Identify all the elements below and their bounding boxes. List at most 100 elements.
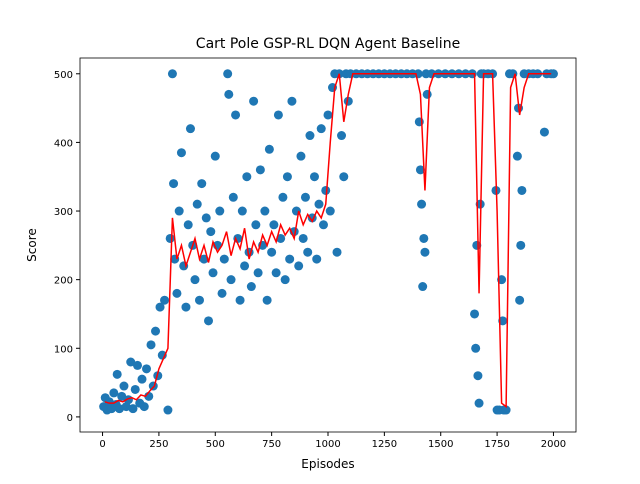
x-tick-label: 0 xyxy=(99,439,105,450)
scatter-point xyxy=(269,220,279,230)
scatter-point xyxy=(471,343,481,353)
scatter-point xyxy=(303,247,313,257)
scatter-point xyxy=(235,295,245,305)
scatter-point xyxy=(226,275,236,285)
scatter-point xyxy=(472,240,482,250)
scatter-point xyxy=(246,282,256,292)
scatter-point xyxy=(126,357,136,367)
scatter-point xyxy=(223,69,233,79)
scatter-point xyxy=(119,381,129,391)
scatter-point xyxy=(192,199,202,209)
x-tick-label: 250 xyxy=(149,439,168,450)
x-tick-label: 750 xyxy=(262,439,281,450)
scatter-point xyxy=(151,326,161,336)
scatter-point xyxy=(337,131,347,141)
scatter-point xyxy=(418,282,428,292)
scatter-point xyxy=(305,131,315,141)
scatter-point xyxy=(217,288,227,298)
scatter-point xyxy=(282,172,292,182)
chart-title: Cart Pole GSP-RL DQN Agent Baseline xyxy=(196,36,460,52)
scatter-point xyxy=(172,288,182,298)
scatter-point xyxy=(273,110,283,120)
scatter-point xyxy=(285,254,295,264)
scatter-point xyxy=(498,316,508,326)
scatter-point xyxy=(183,220,193,230)
scatter-point xyxy=(280,275,290,285)
scatter-point xyxy=(194,295,204,305)
scatter-point xyxy=(298,233,308,243)
scatter-point xyxy=(251,220,261,230)
plot-frame xyxy=(79,57,577,433)
scatter-point xyxy=(148,381,158,391)
x-tick-label: 2000 xyxy=(541,439,566,450)
scatter-point xyxy=(309,172,319,182)
scatter-point xyxy=(515,295,525,305)
scatter-point xyxy=(228,192,238,202)
x-tick-label: 1000 xyxy=(315,439,340,450)
x-tick-label: 1750 xyxy=(484,439,509,450)
scatter-point xyxy=(176,148,186,158)
y-tick-label: 300 xyxy=(54,207,73,218)
y-tick-label: 0 xyxy=(67,413,73,424)
scatter-point xyxy=(474,398,484,408)
scatter-point xyxy=(146,340,156,350)
scatter-point xyxy=(287,96,297,106)
y-tick-label: 500 xyxy=(54,70,73,81)
scatter-point xyxy=(139,402,149,412)
scatter-point xyxy=(339,172,349,182)
scatter-point xyxy=(316,124,326,134)
scatter-point xyxy=(417,199,427,209)
scatter-point xyxy=(206,227,216,237)
scatter-point xyxy=(121,402,131,412)
x-axis-label: Episodes xyxy=(301,457,354,471)
scatter-point xyxy=(163,405,173,415)
scatter-point xyxy=(197,179,207,189)
scatter-point xyxy=(420,247,430,257)
scatter-point xyxy=(271,268,281,278)
scatter-point xyxy=(548,69,558,79)
scatter-point xyxy=(208,268,218,278)
scatter-point xyxy=(242,172,252,182)
scatter-point xyxy=(117,391,127,401)
scatter-point xyxy=(210,151,220,161)
scatter-point xyxy=(321,185,331,195)
x-tick-label: 1500 xyxy=(428,439,453,450)
scatter-point xyxy=(128,404,138,414)
scatter-point xyxy=(160,295,170,305)
scatter-point xyxy=(231,110,241,120)
scatter-point xyxy=(415,165,425,175)
scatter-point xyxy=(325,206,335,216)
scatter-point xyxy=(240,261,250,271)
scatter-point xyxy=(255,165,265,175)
y-tick-label: 100 xyxy=(54,344,73,355)
scatter-point xyxy=(516,240,526,250)
scatter-point xyxy=(260,206,270,216)
y-tick-label: 400 xyxy=(54,138,73,149)
y-tick-label: 200 xyxy=(54,276,73,287)
scatter-point xyxy=(181,302,191,312)
scatter-point xyxy=(137,374,147,384)
x-tick-label: 500 xyxy=(206,439,225,450)
scatter-point xyxy=(419,233,429,243)
scatter-point xyxy=(167,69,177,79)
scatter-point xyxy=(267,247,277,257)
scatter-point xyxy=(249,96,259,106)
scatter-point xyxy=(155,302,165,312)
scatter-point xyxy=(190,275,200,285)
scatter-point xyxy=(512,151,522,161)
x-tick-label: 1250 xyxy=(372,439,397,450)
scatter-point xyxy=(174,206,184,216)
scatter-point xyxy=(422,89,432,99)
scatter-point xyxy=(294,261,304,271)
scatter-point xyxy=(332,247,342,257)
scatter-point xyxy=(104,397,114,407)
scatter-point xyxy=(312,254,322,264)
scatter-point xyxy=(204,316,214,326)
scatter-point xyxy=(237,206,247,216)
scatter-point xyxy=(300,192,310,202)
scatter-point xyxy=(473,371,483,381)
scatter-point xyxy=(318,220,328,230)
scatter-point xyxy=(109,388,119,398)
